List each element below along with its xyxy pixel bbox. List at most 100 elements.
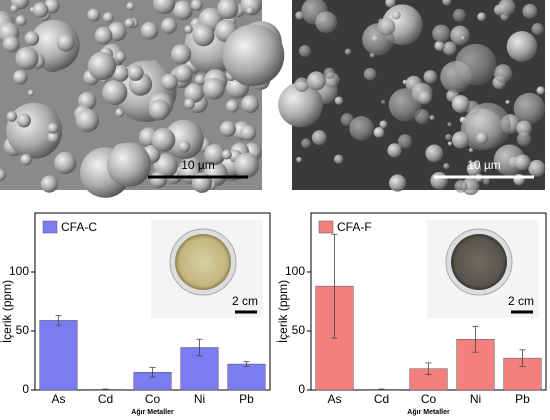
particle [240, 125, 257, 141]
particle [126, 2, 135, 11]
sample [175, 234, 231, 290]
particle [106, 142, 152, 187]
particle [468, 148, 474, 153]
particle [75, 108, 100, 133]
particle [87, 51, 117, 81]
y-axis-label: İçerik (ppm) [276, 280, 290, 343]
particle [219, 120, 236, 137]
y-tick-label: 0 [298, 382, 305, 396]
particle [278, 82, 323, 128]
particle [174, 64, 193, 83]
x-tick-label: As [51, 392, 65, 406]
particle [323, 67, 335, 79]
particle [217, 0, 239, 20]
particle [516, 131, 532, 147]
sem-texture [278, 0, 546, 196]
particle [349, 116, 374, 141]
y-tick-label: 50 [292, 323, 306, 337]
particle [56, 33, 75, 52]
particle [381, 99, 386, 105]
y-tick-label: 100 [285, 264, 305, 278]
particle [476, 132, 489, 145]
x-tick-label: Co [421, 392, 437, 406]
particle [94, 26, 113, 45]
particle [246, 6, 254, 15]
particle [294, 77, 310, 93]
particle [311, 130, 327, 146]
particle [87, 8, 101, 22]
particle [423, 70, 438, 84]
bar [227, 363, 266, 391]
particle [498, 0, 516, 16]
particle [202, 77, 225, 100]
particle [13, 69, 28, 85]
particle [114, 51, 126, 63]
legend-label: CFA-C [61, 220, 97, 234]
particle [397, 134, 413, 149]
particle [430, 171, 448, 190]
particle [295, 11, 304, 20]
particle [241, 95, 260, 113]
particle [522, 3, 538, 19]
particle [531, 23, 544, 36]
particle [6, 111, 18, 122]
x-tick-label: Cd [98, 392, 113, 406]
particle [160, 73, 178, 91]
particle [334, 96, 344, 105]
inset-scale-label: 2 cm [232, 294, 258, 308]
particle [477, 12, 486, 22]
particle [493, 64, 513, 83]
particle [24, 31, 40, 46]
particle [2, 35, 20, 53]
particle [460, 36, 466, 41]
bar [39, 320, 78, 391]
particle [461, 177, 480, 196]
particle [190, 0, 203, 11]
y-axis-label: İçerik (ppm) [0, 280, 14, 343]
particle [32, 2, 49, 18]
particle [301, 138, 311, 149]
particle [536, 86, 545, 95]
particle [373, 127, 385, 138]
particle [447, 122, 452, 127]
particle [432, 24, 451, 43]
particle [15, 15, 27, 26]
particle [506, 31, 538, 62]
particle [194, 74, 206, 86]
particle [434, 40, 445, 52]
particle [514, 154, 531, 171]
x-tick-label: Co [145, 392, 161, 406]
particle [0, 169, 6, 181]
particle [482, 177, 490, 185]
x-tick-label: As [327, 392, 341, 406]
x-tick-label: Ni [194, 392, 205, 406]
particle [184, 25, 193, 34]
particle [153, 0, 176, 15]
particle [112, 64, 129, 82]
legend-swatch [318, 220, 334, 234]
particle [151, 127, 176, 152]
particle [379, 120, 388, 129]
particle [516, 120, 532, 137]
particle [192, 24, 215, 47]
particle [306, 71, 326, 91]
legend-swatch [42, 220, 58, 234]
y-tick-label: 50 [16, 323, 30, 337]
particle [425, 144, 444, 163]
particle [47, 122, 59, 134]
particle [445, 133, 452, 141]
particle [333, 154, 344, 164]
particle [16, 113, 31, 128]
particle [233, 152, 260, 178]
x-tick-label: Pb [239, 392, 254, 406]
particle [204, 143, 226, 166]
particle [363, 67, 377, 81]
particle [298, 44, 312, 58]
particle [127, 64, 144, 81]
scale-label: 10 µm [181, 158, 215, 172]
particle [225, 99, 239, 113]
particle [513, 92, 546, 125]
particle [173, 0, 193, 21]
particle [464, 102, 511, 149]
y-tick-label: 0 [22, 382, 29, 396]
